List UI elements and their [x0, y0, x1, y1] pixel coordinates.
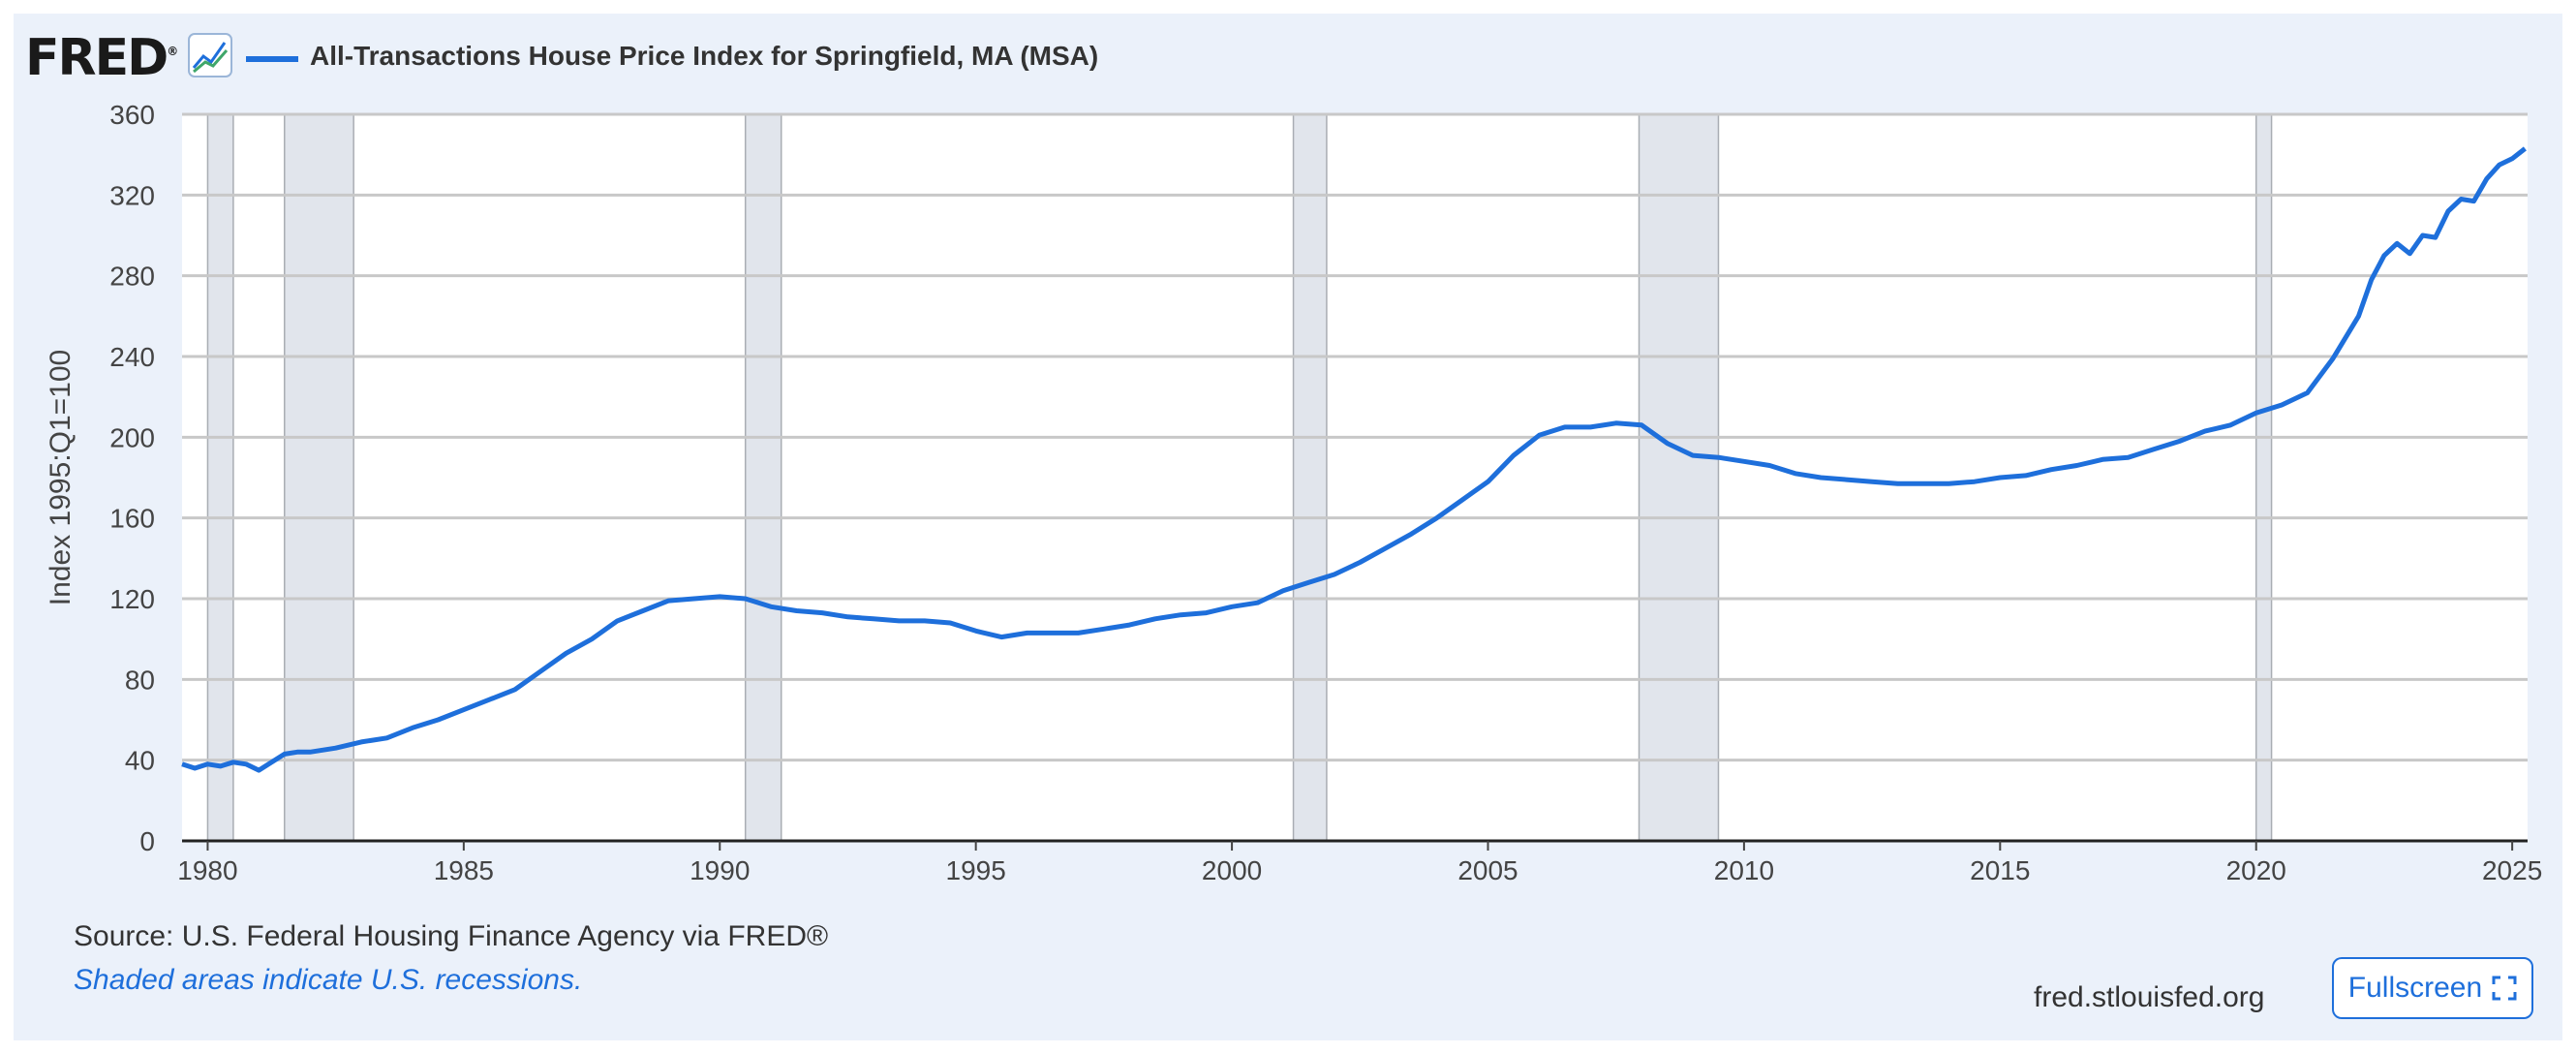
recession-band — [744, 113, 782, 842]
y-tick-label: 240 — [109, 342, 155, 372]
y-axis-label: Index 1995:Q1=100 — [45, 350, 77, 605]
x-tick-label: 1980 — [177, 855, 237, 885]
recession-band — [1638, 113, 1720, 842]
chart-header: FRED® All-Transactions House Price Index… — [14, 14, 2531, 101]
source-text: Source: U.S. Federal Housing Finance Age… — [74, 920, 829, 952]
x-tick-label: 2015 — [1970, 855, 2030, 885]
series-layer — [181, 146, 2527, 773]
grid-layer — [182, 112, 2528, 843]
y-tick-label: 40 — [125, 746, 155, 776]
x-tick-label: 1990 — [690, 855, 750, 885]
fullscreen-label: Fullscreen — [2347, 972, 2483, 1004]
series-line — [181, 146, 2527, 773]
recession-band — [2254, 113, 2273, 842]
y-tick-label: 200 — [109, 422, 155, 452]
y-tick-label: 160 — [109, 504, 155, 534]
recession-band — [1292, 113, 1328, 842]
tick-layer: 0 40 80 120 160 200 240 280 320 360 1980 1985 1990 19… — [109, 100, 2542, 885]
x-tick-label: 2025 — [2482, 855, 2542, 885]
legend-line-swatch — [246, 56, 298, 62]
x-tick-label: 1985 — [434, 855, 494, 885]
plot-area — [182, 114, 2528, 841]
x-tick-label: 2020 — [2226, 855, 2286, 885]
y-tick-label: 280 — [109, 262, 155, 292]
fullscreen-button[interactable]: Fullscreen — [2332, 957, 2533, 1019]
x-tick-label: 2000 — [1202, 855, 1262, 885]
recession-layer — [182, 113, 2528, 842]
y-tick-label: 120 — [109, 584, 155, 614]
fullscreen-icon — [2492, 976, 2517, 1001]
recession-band — [284, 113, 354, 842]
recession-note: Shaded areas indicate U.S. recessions. — [74, 964, 583, 996]
x-tick-label: 2005 — [1457, 855, 1518, 885]
y-tick-label: 360 — [109, 100, 155, 130]
series-title: All-Transactions House Price Index for S… — [310, 41, 1099, 71]
fred-logo[interactable]: FRED® — [25, 29, 178, 87]
y-tick-label: 320 — [109, 180, 155, 210]
y-tick-label: 0 — [139, 826, 155, 856]
graph-icon[interactable] — [188, 33, 232, 78]
x-tick-label: 2010 — [1714, 855, 1774, 885]
y-tick-label: 80 — [125, 665, 155, 695]
recession-band — [206, 113, 234, 842]
site-link[interactable]: fred.stlouisfed.org — [2034, 981, 2265, 1013]
x-tick-label: 1995 — [946, 855, 1006, 885]
